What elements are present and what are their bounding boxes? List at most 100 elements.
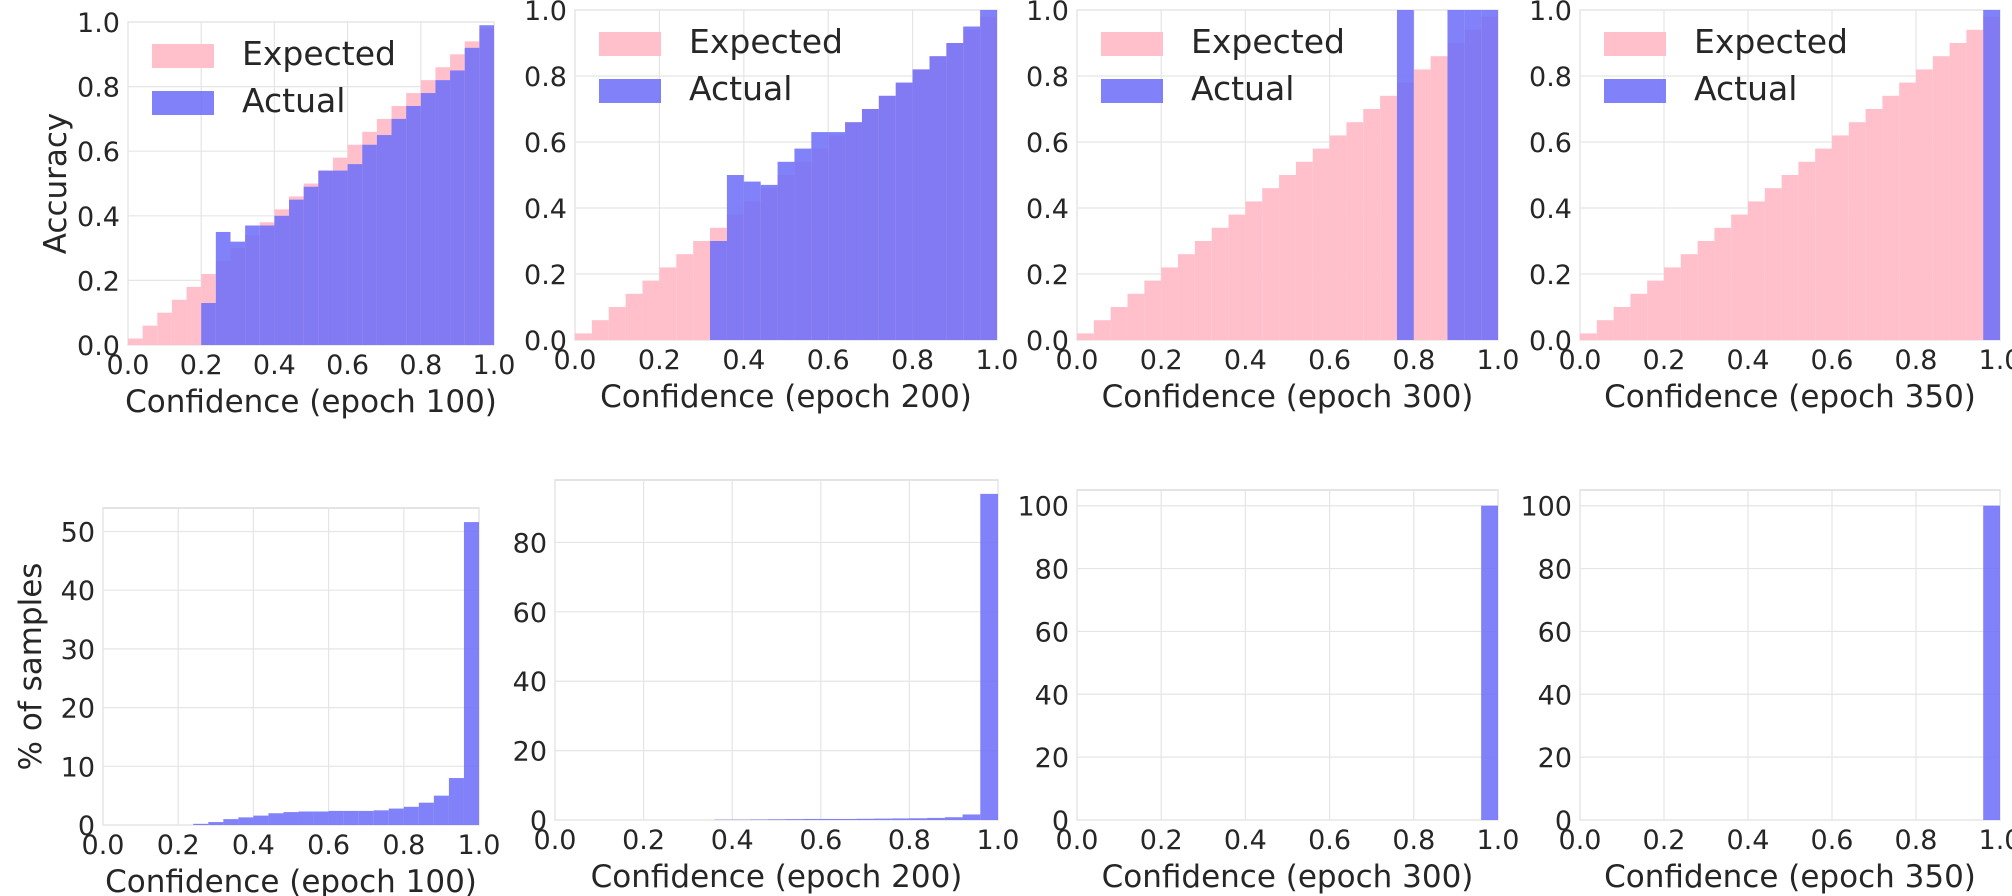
actual-bar-25	[479, 25, 494, 345]
legend-swatch-expected	[599, 32, 661, 56]
samples-bar-22	[927, 817, 945, 820]
actual-bar-18	[376, 135, 392, 345]
actual-bar-20	[406, 105, 421, 345]
axes-frame	[1076, 489, 1499, 821]
y-tick-label: 0.4	[1529, 194, 1572, 225]
expected-bar-19	[1882, 95, 1900, 340]
samples-bar-23	[944, 817, 963, 820]
x-axis-label: Confidence (epoch 350)	[1604, 859, 1976, 895]
expected-bar-5	[1144, 280, 1162, 340]
expected-bar-11	[1748, 201, 1765, 340]
x-tick-label: 0.4	[711, 825, 754, 856]
y-tick-label: 40	[1035, 680, 1069, 711]
samples-bar-8	[208, 822, 224, 825]
expected-bar-20	[1899, 82, 1916, 340]
actual-bar-25	[1983, 10, 2000, 340]
x-tick-label: 0.0	[1056, 345, 1099, 376]
expected-bar-7	[1680, 254, 1698, 340]
x-tick-label: 1.0	[1477, 345, 1520, 376]
expected-bar-22	[1430, 56, 1448, 340]
samples-bar-18	[358, 810, 374, 825]
legend-swatch-expected	[152, 44, 214, 68]
x-tick-label: 0.0	[1559, 345, 1602, 376]
expected-bar-12	[1764, 188, 1782, 340]
expected-bar-2	[1093, 320, 1111, 340]
samples-bar-11	[253, 815, 269, 825]
expected-bar-22	[1932, 56, 1950, 340]
chart-panel-2: 0.0 0.2 0.4 0.6 0.8 1.00.00.20.40.60.81.0Conf…	[524, 0, 1018, 415]
x-tick-label: 0.0	[1559, 825, 1602, 856]
expected-bar-5	[186, 286, 202, 345]
x-tick-label: 0.8	[1895, 825, 1938, 856]
actual-bar-19	[391, 118, 407, 346]
legend-swatch-actual	[152, 91, 214, 115]
legend-label-expected: Expected	[1191, 22, 1345, 61]
y-tick-label: 20	[513, 737, 547, 768]
samples-bar-12	[749, 819, 768, 820]
x-tick-label: 0.6	[799, 825, 842, 856]
x-tick-label: 0.4	[232, 830, 275, 861]
x-tick-label: 0.4	[253, 350, 296, 381]
samples-bar-9	[223, 819, 239, 825]
y-tick-label: 0.2	[524, 260, 567, 291]
x-tick-label: 1.0	[458, 830, 501, 861]
expected-bar-13	[1279, 175, 1296, 340]
actual-bar-14	[318, 170, 333, 345]
chart-panel-4: 0.00.20.40.60.81.00.00.20.40.60.81.0Conf…	[1529, 0, 2012, 415]
actual-bar-11	[743, 181, 761, 340]
expected-bar-19	[1380, 95, 1397, 340]
expected-bar-14	[1798, 161, 1816, 340]
y-tick-label: 20	[61, 694, 95, 725]
expected-bar-17	[1346, 122, 1364, 340]
expected-bar-2	[591, 320, 609, 340]
x-tick-label: 0.6	[1811, 345, 1854, 376]
samples-bar-15	[313, 811, 329, 825]
expected-bar-4	[171, 299, 187, 345]
x-tick-label: 1.0	[976, 345, 1019, 376]
axes-frame	[1579, 489, 2001, 821]
expected-bar-2	[1596, 320, 1614, 340]
y-tick-label: 60	[513, 598, 547, 629]
x-axis-label: Confidence (epoch 300)	[1102, 379, 1474, 415]
expected-bar-13	[1781, 175, 1799, 340]
y-tick-label: 0.8	[1529, 62, 1572, 93]
legend-swatch-actual	[1604, 79, 1666, 103]
expected-bar-18	[1363, 109, 1381, 340]
expected-bar-7	[1178, 254, 1195, 340]
expected-bar-5	[1647, 280, 1664, 340]
expected-bar-7	[676, 254, 694, 340]
actual-bar-9	[710, 241, 727, 340]
x-axis-label: Confidence (epoch 350)	[1604, 379, 1976, 415]
y-tick-label: 40	[61, 576, 95, 607]
actual-bar-20	[1396, 10, 1414, 340]
x-tick-label: 1.0	[1979, 825, 2012, 856]
actual-bar-10	[726, 175, 744, 340]
expected-bar-2	[142, 325, 158, 345]
x-tick-label: 0.2	[1140, 345, 1183, 376]
expected-bar-10	[1228, 214, 1246, 340]
expected-bar-21	[1916, 69, 1933, 341]
actual-bar-13	[303, 186, 319, 345]
actual-bar-22	[435, 80, 451, 345]
x-tick-label: 0.0	[107, 350, 150, 381]
x-tick-label: 0.8	[399, 350, 442, 381]
y-tick-label: 1.0	[524, 0, 567, 27]
expected-bar-9	[1211, 227, 1229, 340]
actual-bar-25	[1481, 10, 1498, 340]
x-tick-label: 0.8	[1895, 345, 1938, 376]
actual-bar-20	[895, 82, 913, 340]
y-tick-label: 40	[513, 667, 547, 698]
samples-bar-16	[820, 818, 839, 820]
x-tick-label: 0.6	[1308, 825, 1351, 856]
actual-bar-23	[946, 43, 964, 340]
samples-bar-19	[873, 818, 892, 820]
expected-bar-8	[693, 241, 711, 340]
y-tick-label: 0.4	[1026, 194, 1069, 225]
actual-bar-10	[259, 225, 275, 345]
expected-bar-23	[1949, 43, 1967, 340]
samples-bar-21	[403, 806, 419, 825]
expected-bar-1	[1580, 333, 1597, 340]
x-tick-label: 0.2	[622, 825, 665, 856]
samples-bar-14	[785, 819, 804, 820]
expected-bar-18	[1865, 109, 1883, 340]
